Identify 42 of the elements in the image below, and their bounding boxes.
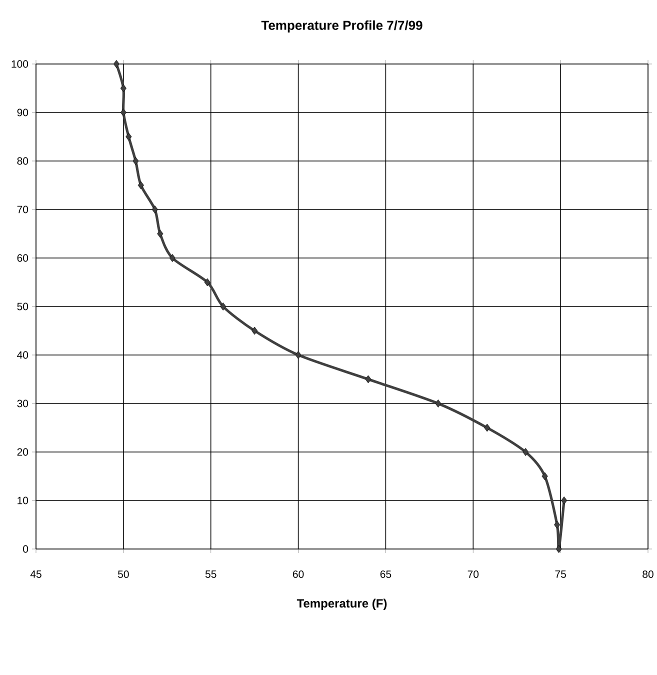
y-tick-label: 20: [17, 448, 28, 456]
point: [120, 84, 126, 92]
point: [365, 375, 372, 384]
point: [132, 157, 139, 165]
x-tick-label: 75: [555, 570, 566, 578]
point: [126, 132, 132, 141]
point: [295, 351, 302, 359]
y-tick-label: 60: [17, 254, 28, 262]
chart-title: Temperature Profile 7/7/99: [261, 20, 422, 33]
point: [152, 206, 158, 214]
point: [169, 254, 176, 262]
y-tick-label: 40: [16, 351, 28, 359]
point: [251, 326, 258, 335]
x-tick-label: 45: [30, 570, 42, 578]
y-tick-label: 0: [22, 545, 28, 553]
y-tick-label: 10: [18, 496, 28, 504]
x-axis-title: Temperature (F): [296, 598, 387, 610]
point: [556, 545, 562, 553]
point: [522, 448, 529, 456]
x-tick-label: 65: [380, 570, 392, 578]
y-tick-label: 90: [17, 108, 28, 116]
x-tick-label: 70: [468, 570, 478, 578]
point: [554, 520, 560, 529]
point: [560, 496, 568, 504]
y-tick-label: 50: [17, 302, 28, 310]
point: [204, 278, 210, 286]
y-tick-label: 100: [12, 60, 28, 68]
point: [435, 400, 442, 408]
y-tick-label: 30: [17, 400, 28, 408]
point: [542, 472, 548, 480]
x-tick-label: 50: [118, 570, 129, 578]
point: [484, 424, 490, 432]
x-tick-label: 55: [205, 570, 216, 578]
point: [157, 230, 164, 238]
x-tick-label: 80: [642, 570, 654, 578]
x-tick-label: 60: [292, 570, 304, 578]
point: [138, 181, 144, 190]
point: [220, 302, 226, 310]
y-tick-label: 70: [17, 206, 28, 214]
point: [113, 60, 120, 68]
point: [120, 108, 126, 116]
y-tick-label: 80: [17, 157, 28, 165]
